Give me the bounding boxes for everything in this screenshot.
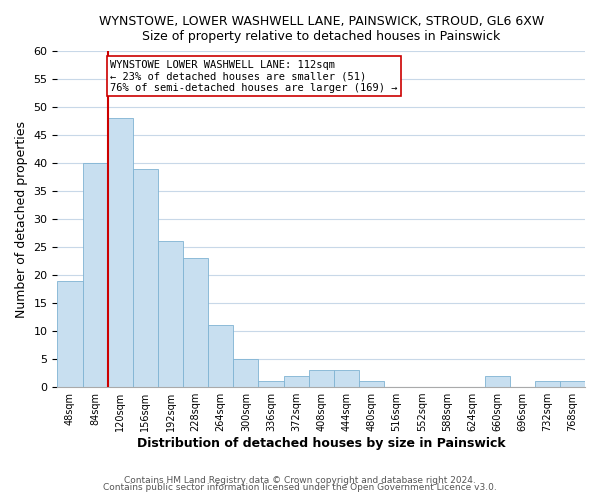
Bar bbox=[183, 258, 208, 387]
Text: Contains HM Land Registry data © Crown copyright and database right 2024.: Contains HM Land Registry data © Crown c… bbox=[124, 476, 476, 485]
Bar bbox=[560, 382, 585, 387]
Bar bbox=[535, 382, 560, 387]
Bar bbox=[284, 376, 308, 387]
Title: WYNSTOWE, LOWER WASHWELL LANE, PAINSWICK, STROUD, GL6 6XW
Size of property relat: WYNSTOWE, LOWER WASHWELL LANE, PAINSWICK… bbox=[98, 15, 544, 43]
Bar bbox=[158, 242, 183, 387]
Bar bbox=[233, 359, 259, 387]
Y-axis label: Number of detached properties: Number of detached properties bbox=[15, 120, 28, 318]
Bar bbox=[58, 280, 83, 387]
Bar bbox=[83, 163, 107, 387]
Bar bbox=[208, 326, 233, 387]
Text: Contains public sector information licensed under the Open Government Licence v3: Contains public sector information licen… bbox=[103, 484, 497, 492]
Bar bbox=[485, 376, 509, 387]
Bar bbox=[359, 382, 384, 387]
Bar bbox=[133, 168, 158, 387]
Bar bbox=[259, 382, 284, 387]
Bar bbox=[334, 370, 359, 387]
Bar bbox=[107, 118, 133, 387]
Text: WYNSTOWE LOWER WASHWELL LANE: 112sqm
← 23% of detached houses are smaller (51)
7: WYNSTOWE LOWER WASHWELL LANE: 112sqm ← 2… bbox=[110, 60, 398, 92]
X-axis label: Distribution of detached houses by size in Painswick: Distribution of detached houses by size … bbox=[137, 437, 506, 450]
Bar bbox=[308, 370, 334, 387]
